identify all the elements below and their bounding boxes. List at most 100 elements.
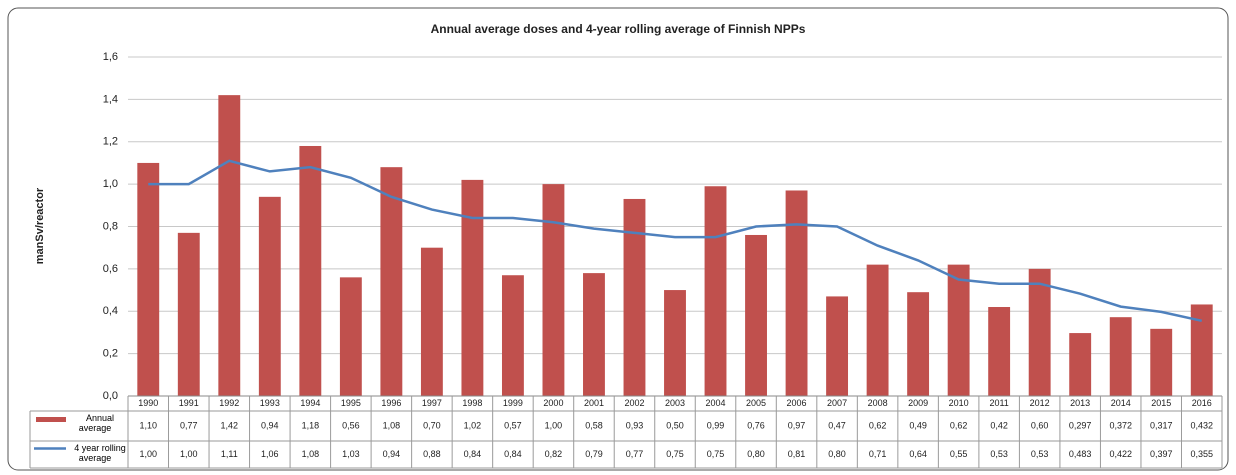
- table-value: 0,94: [261, 420, 279, 430]
- bar: [177, 232, 200, 396]
- x-tick-label: 2000: [543, 398, 563, 408]
- table-value: 1,08: [302, 449, 320, 459]
- table-value: 0,55: [950, 449, 968, 459]
- table-value: 0,71: [869, 449, 887, 459]
- table-value: 0,84: [504, 449, 522, 459]
- table-value: 0,56: [342, 420, 360, 430]
- bar: [907, 292, 930, 396]
- table-value: 0,77: [626, 449, 644, 459]
- x-tick-label: 2005: [746, 398, 766, 408]
- y-tick-label: 0,2: [103, 348, 118, 360]
- table-value: 1,42: [221, 420, 239, 430]
- bar: [218, 95, 241, 396]
- y-tick-label: 1,6: [103, 51, 118, 63]
- table-value: 0,80: [747, 449, 765, 459]
- legend-text: 4 year rolling average: [74, 443, 126, 463]
- bar: [420, 247, 443, 396]
- x-tick-label: 2003: [665, 398, 685, 408]
- bar: [339, 277, 362, 396]
- y-tick-label: 1,0: [103, 178, 118, 190]
- table-value: 1,00: [180, 449, 198, 459]
- x-tick-label: 1993: [260, 398, 280, 408]
- bar: [1069, 333, 1092, 396]
- x-tick-label: 2001: [584, 398, 604, 408]
- table-value: 0,57: [504, 420, 522, 430]
- table-value: 0,372: [1109, 420, 1132, 430]
- table-value: 0,42: [990, 420, 1008, 430]
- x-tick-label: 1995: [341, 398, 361, 408]
- x-tick-label: 2007: [827, 398, 847, 408]
- x-tick-label: 2010: [949, 398, 969, 408]
- x-tick-label: 2009: [908, 398, 928, 408]
- table-value: 0,75: [666, 449, 684, 459]
- bar: [745, 234, 767, 396]
- bar: [664, 290, 686, 396]
- bar: [380, 167, 403, 396]
- x-tick-label: 2008: [868, 398, 888, 408]
- bar: [1150, 328, 1173, 396]
- table-value: 1,18: [302, 420, 320, 430]
- table-value: 0,397: [1150, 449, 1173, 459]
- table-value: 0,94: [383, 449, 401, 459]
- y-tick-label: 1,2: [103, 136, 118, 148]
- bar: [785, 190, 808, 396]
- bar: [826, 296, 849, 396]
- x-tick-label: 2004: [706, 398, 726, 408]
- x-tick-label: 1997: [422, 398, 442, 408]
- y-tick-label: 0,6: [103, 263, 118, 275]
- table-value: 0,75: [707, 449, 725, 459]
- table-value: 0,47: [828, 420, 846, 430]
- table-value: 1,11: [221, 449, 238, 459]
- bar: [137, 162, 160, 396]
- table-value: 0,80: [828, 449, 846, 459]
- bar: [461, 179, 484, 396]
- y-tick-label: 0,4: [103, 305, 118, 317]
- table-value: 0,60: [1031, 420, 1049, 430]
- table-value: 0,76: [747, 420, 765, 430]
- bar: [988, 307, 1011, 396]
- chart-title: Annual average doses and 4-year rolling …: [431, 22, 806, 36]
- table-value: 0,99: [707, 420, 725, 430]
- table-value: 0,355: [1190, 449, 1213, 459]
- x-tick-label: 2002: [624, 398, 644, 408]
- y-tick-label: 0,8: [103, 220, 118, 232]
- x-tick-label: 1991: [179, 398, 199, 408]
- table-value: 0,93: [626, 420, 644, 430]
- table-value: 1,00: [545, 420, 563, 430]
- x-tick-label: 1996: [381, 398, 401, 408]
- table-value: 0,97: [788, 420, 806, 430]
- line: [148, 159, 1203, 323]
- x-tick-label: 1992: [219, 398, 239, 408]
- legend-label: 4 year rolling average: [74, 443, 126, 463]
- y-tick-label: 0,0: [103, 390, 118, 402]
- table-value: 1,10: [139, 420, 157, 430]
- bar: [1190, 304, 1213, 396]
- x-tick-label: 2015: [1151, 398, 1171, 408]
- bar: [583, 273, 605, 396]
- x-tick-label: 2006: [787, 398, 807, 408]
- x-tick-label: 2013: [1070, 398, 1090, 408]
- x-tick-label: 2011: [989, 398, 1008, 408]
- table-value: 0,77: [180, 420, 198, 430]
- table-value: 1,00: [139, 449, 157, 459]
- x-tick-label: 2012: [1030, 398, 1050, 408]
- x-tick-label: 1990: [138, 398, 158, 408]
- table-value: 0,422: [1109, 449, 1132, 459]
- y-tick-label: 1,4: [103, 93, 118, 105]
- bar: [623, 198, 646, 396]
- table-value: 1,02: [464, 420, 482, 430]
- table-value: 0,49: [909, 420, 927, 430]
- table-value: 0,82: [545, 449, 563, 459]
- table-value: 0,79: [585, 449, 603, 459]
- x-tick-label: 2016: [1192, 398, 1212, 408]
- table-value: 0,62: [950, 420, 968, 430]
- bar: [501, 275, 524, 396]
- table-value: 0,50: [666, 420, 684, 430]
- x-tick-label: 2014: [1111, 398, 1131, 408]
- table-value: 0,53: [990, 449, 1008, 459]
- table-value: 0,81: [788, 449, 806, 459]
- table-value: 0,88: [423, 449, 441, 459]
- bar: [866, 264, 889, 396]
- bar: [1109, 317, 1132, 396]
- table-value: 1,08: [383, 420, 401, 430]
